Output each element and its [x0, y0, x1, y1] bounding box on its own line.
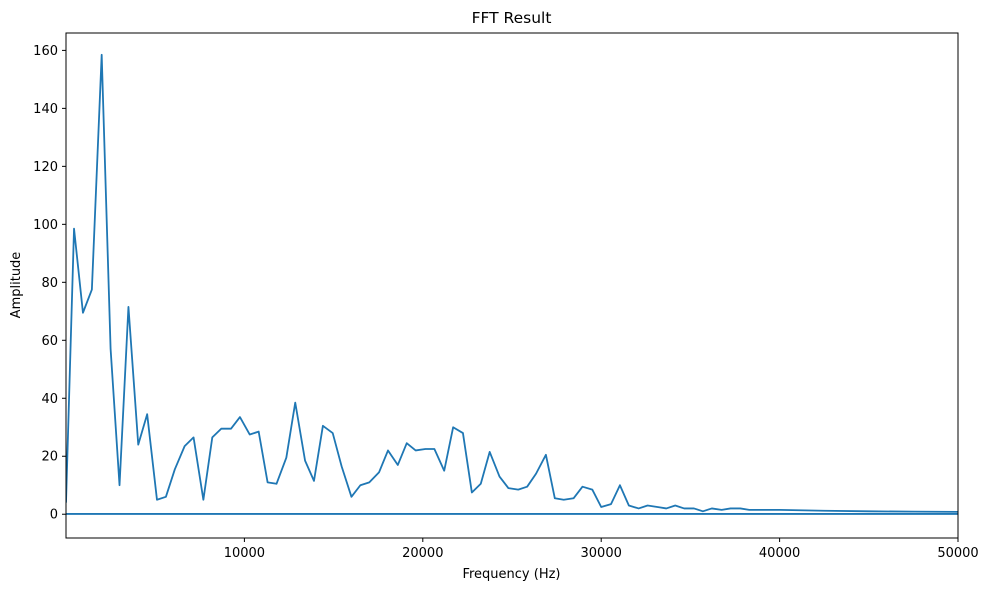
- x-axis-label: Frequency (Hz): [462, 567, 560, 582]
- x-tick-label: 20000: [402, 546, 443, 561]
- y-tick-label: 80: [41, 276, 58, 291]
- chart-title: FFT Result: [472, 9, 552, 27]
- x-tick-label: 30000: [581, 546, 622, 561]
- x-tick-label: 10000: [224, 546, 265, 561]
- y-axis-label: Amplitude: [9, 252, 24, 319]
- y-tick-label: 140: [33, 102, 58, 117]
- axes: 10000 20000 30000 40000 50000 0 20 40 60 80 100 120…: [33, 32, 979, 561]
- y-tick-label: 60: [41, 334, 58, 349]
- y-tick-label: 40: [41, 392, 58, 407]
- series-line-amplitude: [66, 53, 958, 513]
- plot-area: [66, 53, 958, 515]
- axes-frame: [65, 32, 959, 539]
- y-tick-label: 20: [41, 450, 58, 465]
- x-tick-label: 40000: [759, 546, 800, 561]
- y-tick-label: 120: [33, 160, 58, 175]
- y-tick-label: 0: [50, 508, 58, 523]
- y-tick-label: 160: [33, 44, 58, 59]
- y-tick-label: 100: [33, 218, 58, 233]
- x-tick-label: 50000: [937, 546, 978, 561]
